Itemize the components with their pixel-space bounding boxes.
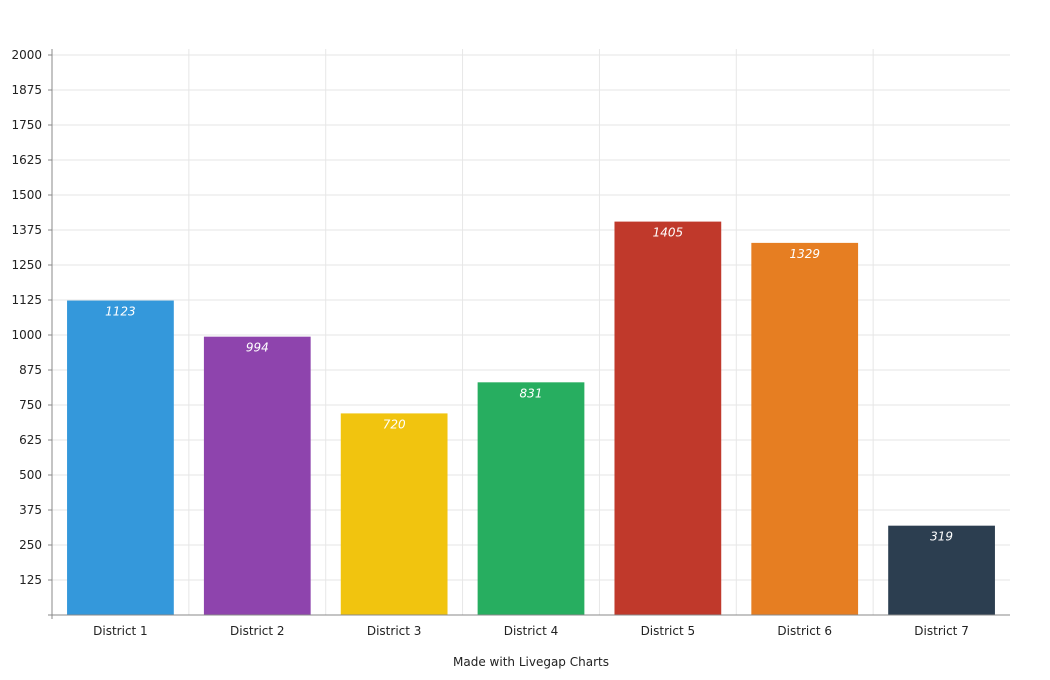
axes — [48, 49, 1010, 619]
data-labels: 1123 994 720 831 1405 1329 319 — [105, 226, 953, 544]
y-tick-label: 125 — [19, 573, 42, 587]
y-tick-label: 250 — [19, 538, 42, 552]
y-tick-label: 625 — [19, 433, 42, 447]
x-axis-ticks: District 1 District 2 District 3 District 4… — [93, 624, 969, 638]
bar-value-label: 1329 — [789, 247, 820, 261]
y-tick-label: 1625 — [11, 153, 42, 167]
bar — [888, 525, 995, 615]
bar — [751, 242, 859, 615]
bar-value-label: 319 — [930, 530, 953, 544]
y-tick-label: 1875 — [11, 83, 42, 97]
bar — [67, 300, 174, 615]
y-tick-label: 1500 — [11, 188, 42, 202]
bar-value-label: 1123 — [105, 305, 136, 319]
x-tick-label: District 4 — [504, 624, 559, 638]
credit-text: Made with Livegap Charts — [453, 655, 609, 669]
y-axis-ticks: 125 250 375 500 625 750 875 1000 1125 1250 1375 150… — [11, 48, 52, 587]
bars — [67, 221, 995, 615]
y-tick-label: 1125 — [11, 293, 42, 307]
bar-value-label: 994 — [246, 341, 269, 355]
bar — [203, 336, 311, 615]
y-tick-label: 750 — [19, 398, 42, 412]
x-tick-label: District 5 — [641, 624, 696, 638]
y-tick-label: 2000 — [11, 48, 42, 62]
x-tick-label: District 6 — [777, 624, 832, 638]
y-tick-label: 1250 — [11, 258, 42, 272]
y-tick-label: 375 — [19, 503, 42, 517]
bar — [614, 221, 722, 615]
y-tick-label: 875 — [19, 363, 42, 377]
bar — [477, 382, 585, 615]
bar — [340, 413, 448, 615]
y-tick-label: 500 — [19, 468, 42, 482]
y-tick-label: 1750 — [11, 118, 42, 132]
x-tick-label: District 1 — [93, 624, 148, 638]
bar-value-label: 720 — [383, 417, 406, 431]
y-tick-label: 1375 — [11, 223, 42, 237]
x-tick-label: District 3 — [367, 624, 422, 638]
y-tick-label: 1000 — [11, 328, 42, 342]
bar-value-label: 1405 — [653, 226, 684, 240]
x-tick-label: District 2 — [230, 624, 285, 638]
x-tick-label: District 7 — [914, 624, 969, 638]
bar-value-label: 831 — [520, 386, 543, 400]
